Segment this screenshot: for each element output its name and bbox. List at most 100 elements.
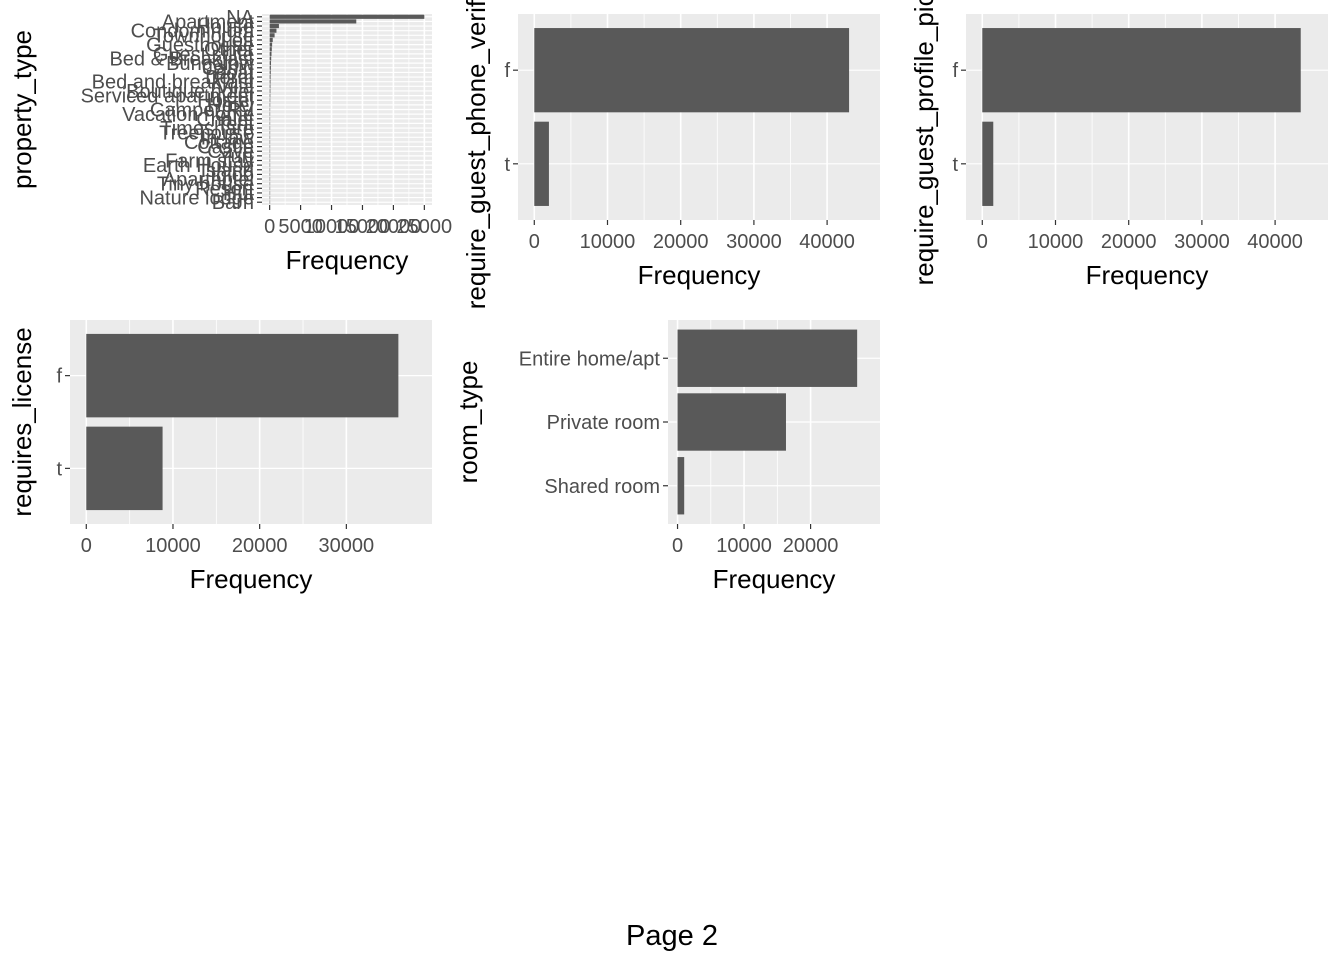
y-tick-label: Bungalow: [166, 53, 254, 75]
x-tick-label: 20000: [653, 231, 709, 253]
bar-vacation-home: [269, 112, 271, 117]
bar-f: [534, 28, 850, 113]
y-tick-label: Yurt: [218, 146, 254, 168]
bar-island: [269, 167, 271, 172]
y-tick-label: Tiny house: [157, 174, 254, 196]
bar-loft: [269, 37, 273, 43]
y-tick-label: f: [504, 60, 510, 82]
y-tick-label: NA: [226, 7, 254, 29]
y-tick-label: Hotel: [207, 95, 254, 117]
x-tick-label: 0: [977, 231, 988, 253]
y-tick-label: t: [504, 154, 510, 176]
y-tick-label: Treehouse: [159, 123, 254, 145]
bar-barn: [269, 200, 271, 205]
y-tick-label: Apartment: [162, 11, 255, 33]
x-tick-label: 5000: [278, 216, 323, 238]
y-tick-label: Serviced apartment: [81, 86, 255, 108]
bar-f: [86, 333, 399, 418]
x-axis-title: Frequency: [190, 564, 313, 594]
y-tick-label: Cottage: [184, 132, 254, 154]
y-tick-label: f: [952, 60, 958, 82]
x-tick-label: 15000: [335, 216, 391, 238]
x-tick-label: 0: [672, 535, 683, 557]
y-tick-label: Island: [201, 160, 254, 182]
y-axis-title: room_type: [453, 361, 483, 484]
y-tick-label: Nature lodge: [139, 188, 254, 210]
y-tick-label: Boat: [213, 62, 255, 84]
y-tick-label: Igloo: [211, 164, 254, 186]
bar-house: [269, 23, 279, 29]
y-tick-label: Tent: [216, 113, 254, 135]
y-tick-label: Condominium: [131, 21, 254, 43]
bar-nature-lodge: [269, 195, 271, 200]
bar-bed-and-breakfast: [269, 79, 271, 84]
bar-apartment: [269, 19, 357, 24]
bar-cave: [269, 149, 271, 154]
y-tick-label: Hut: [223, 183, 255, 205]
bar-igloo: [269, 172, 271, 177]
bar-hut: [269, 190, 271, 196]
x-tick-label: 25000: [397, 216, 453, 238]
x-tick-label: 10000: [304, 216, 360, 238]
bar-cottage: [269, 139, 271, 145]
y-tick-label: Hostel: [197, 90, 254, 112]
y-tick-label: Cave: [207, 141, 254, 163]
y-tick-label: Shared room: [544, 476, 660, 498]
bar-t: [86, 426, 163, 511]
y-tick-label: Villa: [217, 76, 255, 98]
x-axis-title: Frequency: [713, 564, 836, 594]
bar-yurt: [269, 153, 271, 158]
x-tick-label: 40000: [799, 231, 855, 253]
y-tick-label: Entire home/apt: [519, 348, 661, 370]
x-tick-label: 10000: [580, 231, 636, 253]
bar-t: [534, 121, 549, 206]
y-tick-label: In-law: [201, 127, 255, 149]
x-axis-title: Frequency: [638, 260, 761, 290]
y-axis-title: require_guest_phone_verification: [461, 0, 491, 309]
bar-condominium: [269, 28, 277, 33]
y-axis-title: require_guest_profile_picture: [909, 0, 939, 285]
y-axis-title: requires_license: [7, 327, 37, 516]
bar-tiny-house: [269, 181, 271, 186]
y-tick-label: Farm stay: [165, 150, 254, 172]
bar-chalet: [269, 116, 271, 121]
chart-panel-2: f t 0 10000 20000 30000 40000 Frequency require_…: [461, 0, 880, 309]
x-tick-label: 10000: [145, 535, 201, 557]
x-tick-label: 0: [529, 231, 540, 253]
x-axis-title: Frequency: [286, 245, 409, 275]
bar-villa: [269, 84, 271, 89]
y-tick-label: Loft: [221, 30, 255, 52]
y-tick-label: Timeshare: [160, 118, 254, 140]
y-tick-label: Vacation home: [122, 104, 254, 126]
x-tick-label: 0: [264, 216, 275, 238]
bar-serviced-apartment: [269, 93, 271, 98]
y-tick-label: Other: [204, 39, 254, 61]
chart-panel-5: Entire home/apt Private room Shared room 0 1…: [453, 320, 880, 594]
y-tick-label: Bed and breakfast: [92, 72, 255, 94]
bar-f: [982, 28, 1301, 113]
bar-camper-rv: [269, 107, 271, 112]
x-tick-label: 20000: [1101, 231, 1157, 253]
x-tick-label: 20000: [366, 216, 422, 238]
y-tick-label: t: [952, 154, 958, 176]
x-tick-label: 10000: [1028, 231, 1084, 253]
y-tick-label: f: [56, 366, 62, 388]
bar-guesthouse: [269, 42, 273, 47]
bar-treehouse: [269, 130, 271, 135]
y-axis-title: property_type: [7, 30, 37, 189]
bar-private-room: [677, 393, 786, 451]
y-tick-label: Chalet: [196, 109, 254, 131]
x-tick-label: 10000: [716, 535, 772, 557]
bar-boutique-hotel: [269, 88, 271, 94]
bar-boat: [269, 70, 271, 75]
y-tick-label: Dorm: [205, 67, 254, 89]
page-label: Page 2: [626, 920, 718, 952]
y-tick-label: Boutique hotel: [126, 81, 254, 103]
y-tick-label: House: [196, 16, 254, 38]
y-tick-label: Townhouse: [153, 25, 254, 47]
y-tick-label: Earth House: [143, 155, 254, 177]
x-tick-label: 20000: [783, 535, 839, 557]
x-tick-label: 20000: [232, 535, 288, 557]
x-tick-label: 30000: [319, 535, 375, 557]
bar-castle: [269, 144, 271, 149]
